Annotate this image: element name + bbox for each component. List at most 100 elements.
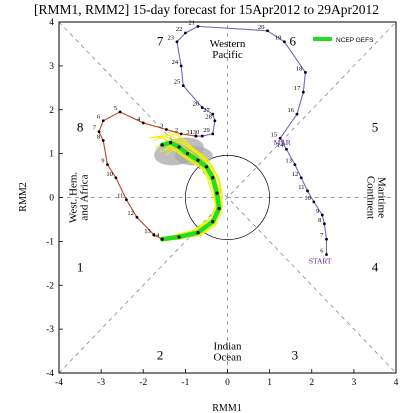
point-label: 6	[320, 248, 324, 255]
phase-label: 2	[157, 347, 164, 362]
data-point	[97, 130, 101, 134]
data-point	[152, 233, 156, 237]
data-point	[177, 235, 181, 239]
point-label: 14	[277, 142, 284, 149]
data-point	[295, 112, 299, 116]
phase-label: 7	[157, 34, 164, 49]
point-label: 24	[172, 59, 179, 66]
x-axis-label: RMM1	[212, 403, 241, 413]
data-point	[135, 215, 139, 219]
data-point	[278, 136, 282, 140]
point-label: 28	[205, 114, 212, 121]
phase-label: 5	[372, 119, 379, 134]
point-label: 12	[127, 210, 134, 217]
point-label: 13	[285, 158, 292, 165]
x-tick-label: -1	[181, 378, 189, 388]
point-label: 4	[137, 116, 141, 123]
point-label: 27	[203, 107, 210, 114]
legend: NCEP GEFS	[313, 37, 374, 44]
data-point	[114, 176, 118, 180]
data-point	[217, 206, 221, 211]
data-point	[304, 71, 307, 74]
y-axis-label: RMM2	[18, 182, 29, 211]
point-label: 14	[153, 232, 160, 239]
data-point	[183, 31, 187, 35]
series-line	[176, 25, 328, 256]
data-point	[282, 40, 286, 44]
data-point	[325, 237, 328, 241]
point-label: 11	[298, 184, 304, 191]
data-point	[196, 231, 200, 235]
data-point	[293, 163, 297, 166]
point-label: 5	[114, 105, 117, 112]
point-label: 21	[189, 19, 196, 26]
point-label: 19	[275, 35, 282, 42]
y-tick-label: -3	[46, 325, 54, 335]
phase-guides	[58, 21, 397, 374]
data-point	[213, 119, 217, 123]
data-point	[211, 132, 215, 136]
amplitude-circle	[185, 155, 270, 240]
point-label: 7	[93, 125, 97, 132]
phase-label: 1	[77, 260, 84, 275]
y-tick-label: 3	[49, 62, 54, 72]
point-label: 6	[97, 114, 101, 121]
data-point	[285, 147, 288, 151]
data-point	[325, 253, 328, 256]
point-label: 9	[316, 208, 319, 215]
data-point	[125, 198, 128, 202]
data-point	[169, 141, 173, 145]
data-point	[196, 158, 200, 162]
point-label: 18	[296, 65, 303, 72]
y-tick-label: 0	[49, 194, 54, 204]
annotation-label: MAR	[274, 138, 291, 147]
data-point	[160, 143, 164, 147]
x-tick-label: 1	[267, 378, 272, 388]
point-label: 9	[101, 158, 104, 165]
data-point	[181, 84, 185, 88]
x-tick-label: 4	[394, 378, 399, 388]
point-label: 10	[304, 195, 311, 202]
data-point	[177, 145, 181, 149]
point-label: 8	[97, 133, 100, 140]
y-tick-label: 4	[49, 18, 54, 28]
data-point	[179, 132, 183, 136]
data-point	[301, 90, 305, 94]
phase-label: 3	[292, 347, 299, 362]
data-point	[211, 220, 215, 224]
point-label: 31	[186, 129, 193, 136]
point-label: 29	[203, 127, 210, 134]
ensemble-member-line	[160, 146, 222, 239]
series-layer: 6789101112131415161718192021222324252627…	[93, 19, 328, 256]
data-point	[196, 24, 200, 28]
point-label: 2	[175, 127, 178, 134]
x-tick-label: -2	[139, 378, 147, 388]
data-point	[215, 191, 219, 195]
data-point	[165, 128, 168, 131]
data-point	[194, 134, 198, 138]
point-label: 11	[117, 193, 123, 200]
x-tick-label: 3	[352, 378, 357, 388]
point-label: 13	[144, 228, 151, 235]
data-point	[204, 165, 209, 169]
data-point	[200, 134, 204, 138]
y-tick-label: -2	[46, 281, 54, 291]
data-point	[266, 29, 269, 33]
data-point	[312, 200, 316, 204]
point-label: 7	[320, 232, 324, 239]
point-label: 15	[271, 131, 278, 138]
y-tick-label: -4	[46, 369, 54, 379]
data-point	[118, 110, 122, 114]
data-point	[101, 119, 105, 123]
phase-label: 6	[290, 34, 297, 49]
data-point	[160, 237, 164, 241]
point-label: 10	[106, 171, 113, 178]
ensemble-member-line	[162, 130, 223, 240]
point-label: 3	[160, 122, 163, 129]
point-label: 22	[176, 26, 183, 33]
data-point	[211, 176, 215, 180]
point-label: 26	[193, 101, 200, 108]
point-label: 8	[318, 217, 321, 224]
